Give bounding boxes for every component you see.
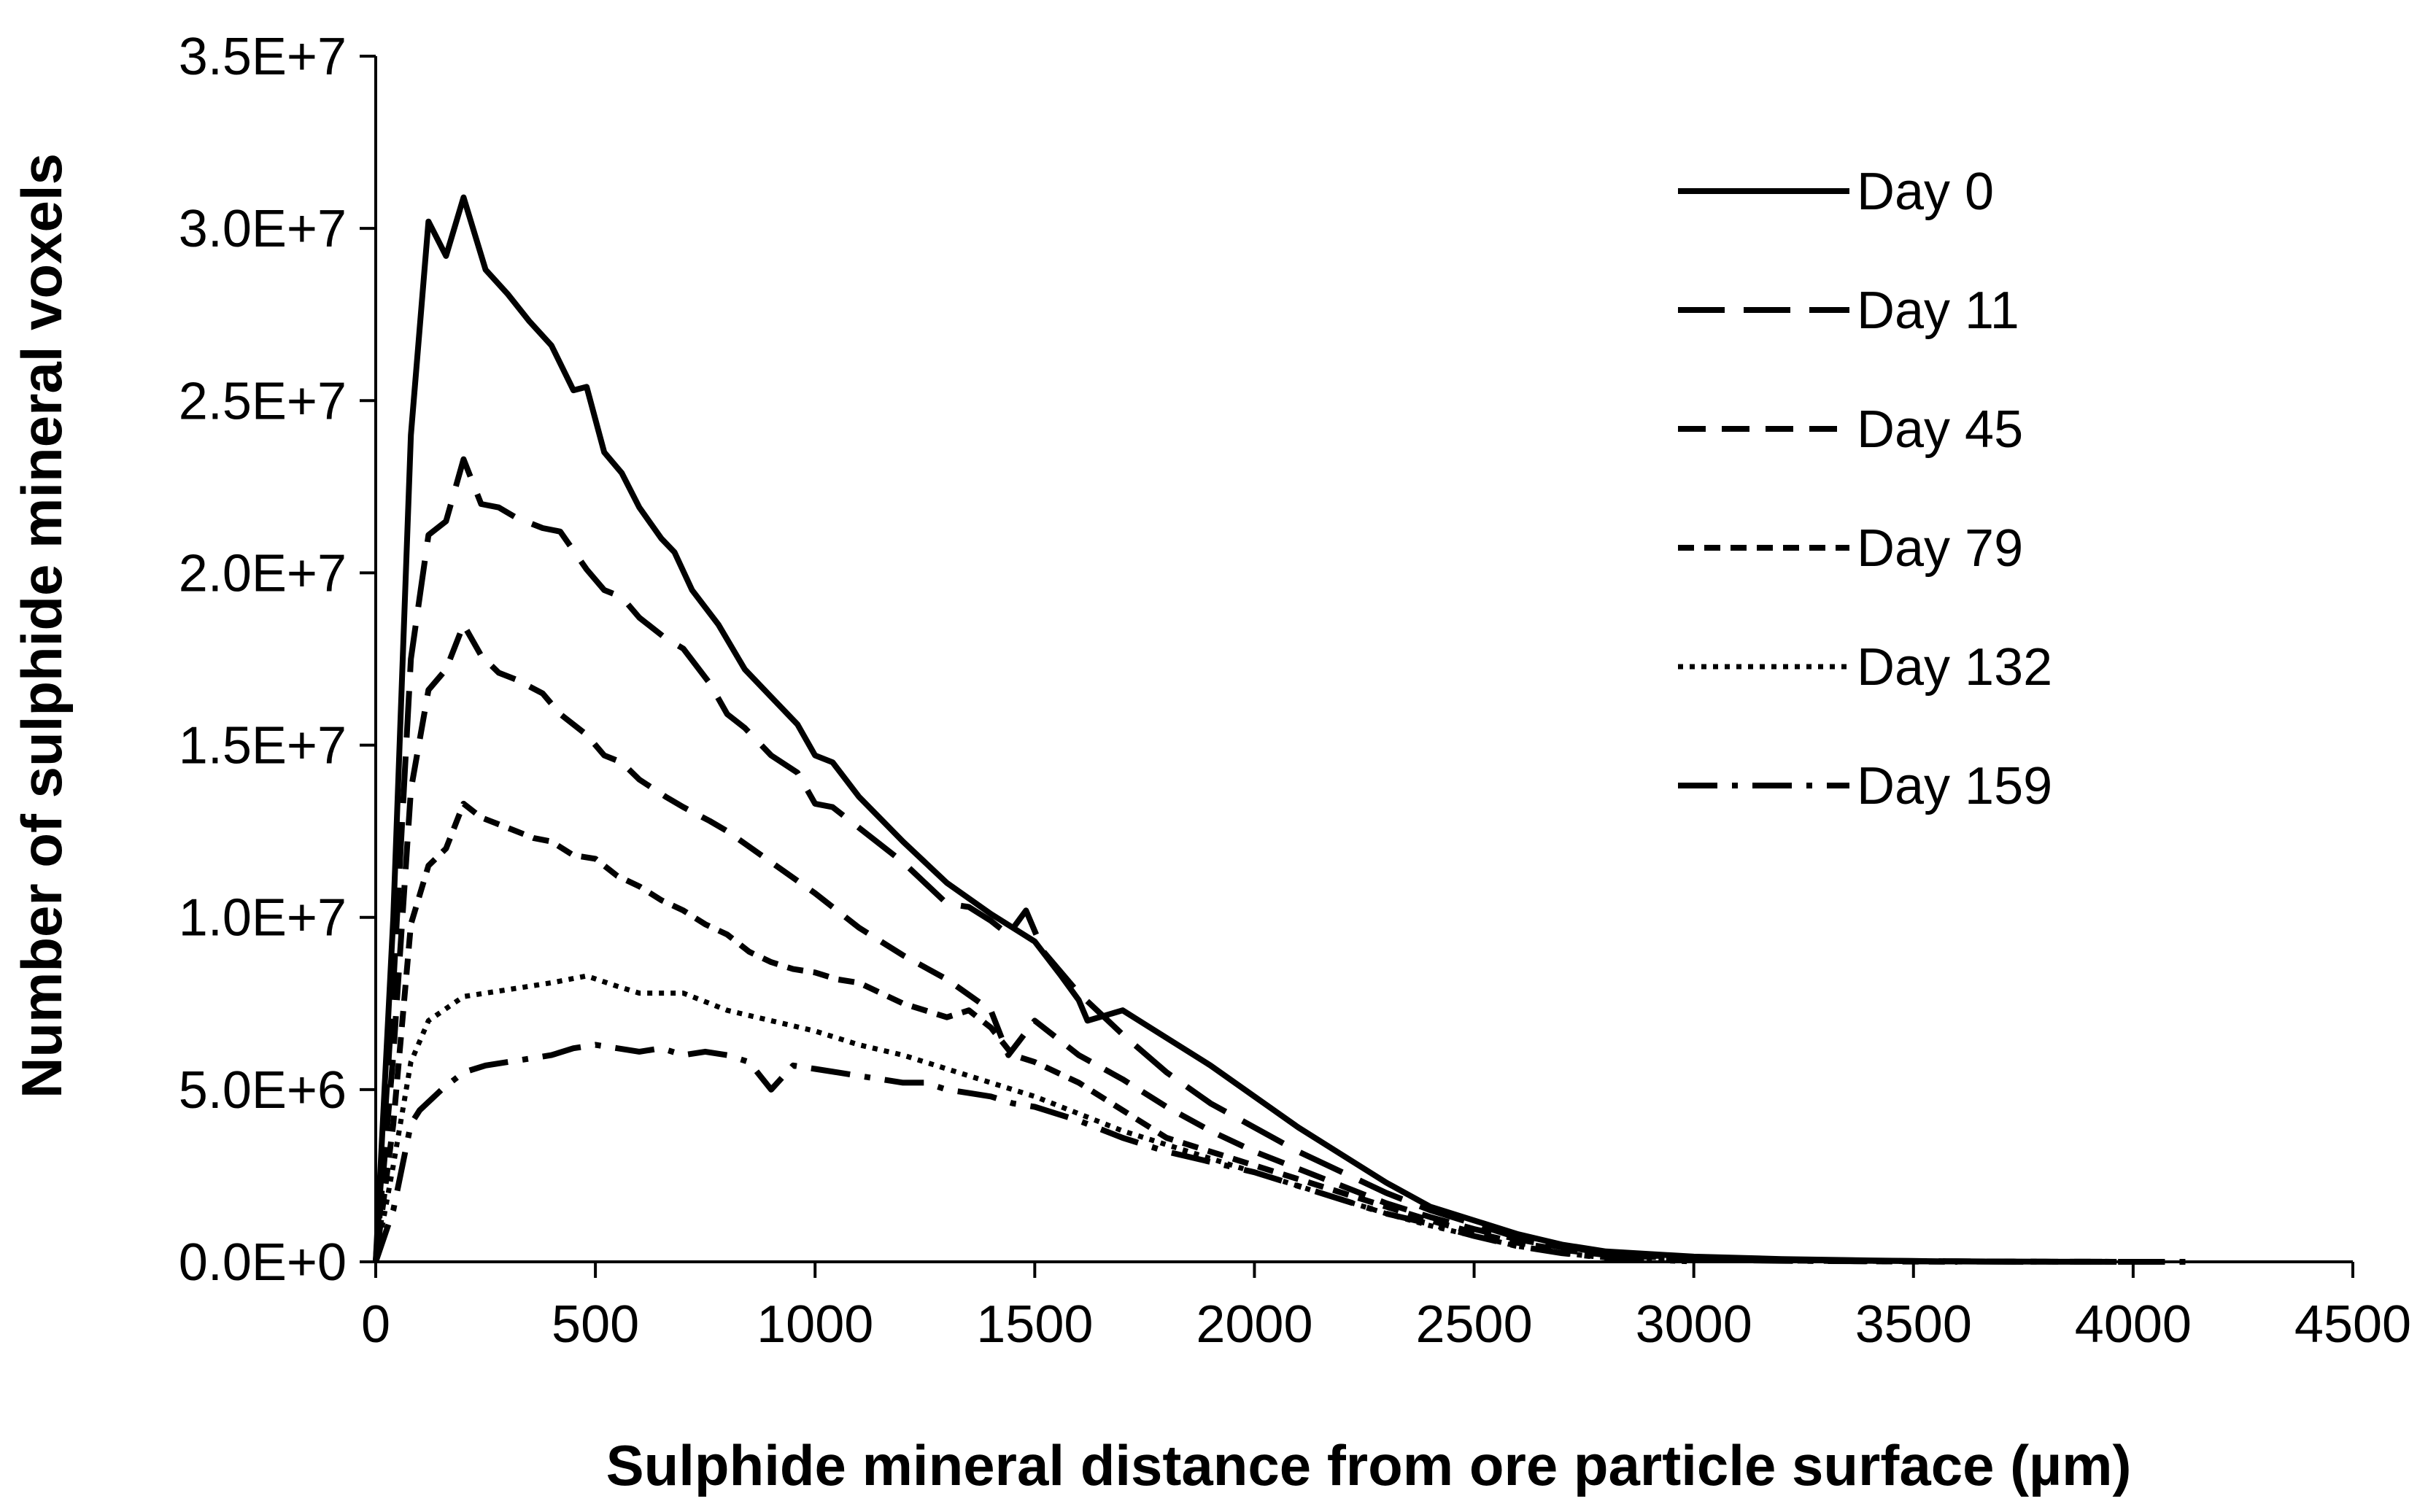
- y-axis-title: Number of sulphide mineral voxels: [9, 153, 74, 1098]
- x-tick-label: 2000: [1196, 1295, 1312, 1354]
- series-line-day-0: [373, 194, 2024, 1265]
- series-line-day-11: [373, 456, 2133, 1265]
- x-tick-label: 1500: [976, 1295, 1093, 1354]
- legend-label-day-45: Day 45: [1857, 400, 2023, 459]
- x-axis-title: Sulphide mineral distance from ore parti…: [606, 1433, 2132, 1497]
- axes: 0.0E+0 5.0E+6 1.0E+7 1.5E+7 2.0E+7 2.5E+7 3.0E…: [179, 28, 2411, 1354]
- x-tick-label: 1000: [757, 1295, 873, 1354]
- y-tick-label: 3.5E+7: [179, 28, 347, 86]
- legend: Day 0 Day 11 Day 45 Day 79 Day 132 Day 159: [1678, 163, 2052, 815]
- series-line-day-79: [373, 800, 1958, 1265]
- y-tick-label: 1.0E+7: [179, 889, 347, 947]
- y-tick-label: 2.0E+7: [179, 544, 347, 602]
- x-tick-label: 2500: [1415, 1295, 1532, 1354]
- y-tick-label: 1.5E+7: [179, 717, 347, 775]
- x-tick-label: 4000: [2075, 1295, 2192, 1354]
- y-tick-label: 0.0E+0: [179, 1233, 347, 1292]
- legend-label-day-159: Day 159: [1857, 757, 2052, 815]
- legend-label-day-11: Day 11: [1857, 282, 2019, 340]
- x-tick-label: 0: [361, 1295, 390, 1354]
- series-line-day-132: [373, 973, 1694, 1265]
- x-tick-label: 3000: [1636, 1295, 1752, 1354]
- legend-label-day-0: Day 0: [1857, 163, 1994, 221]
- legend-label-day-132: Day 132: [1857, 638, 2052, 697]
- series-line-day-159: [373, 1042, 2200, 1265]
- y-tick-label: 2.5E+7: [179, 372, 347, 430]
- series-lines: [373, 194, 2200, 1265]
- y-tick-label: 3.0E+7: [179, 200, 347, 258]
- legend-label-day-79: Day 79: [1857, 519, 2023, 578]
- y-tick-label: 5.0E+6: [179, 1061, 347, 1120]
- series-line-day-45: [373, 621, 2133, 1265]
- x-tick-label: 500: [552, 1295, 639, 1354]
- x-tick-label: 4500: [2294, 1295, 2411, 1354]
- x-tick-label: 3500: [1855, 1295, 1972, 1354]
